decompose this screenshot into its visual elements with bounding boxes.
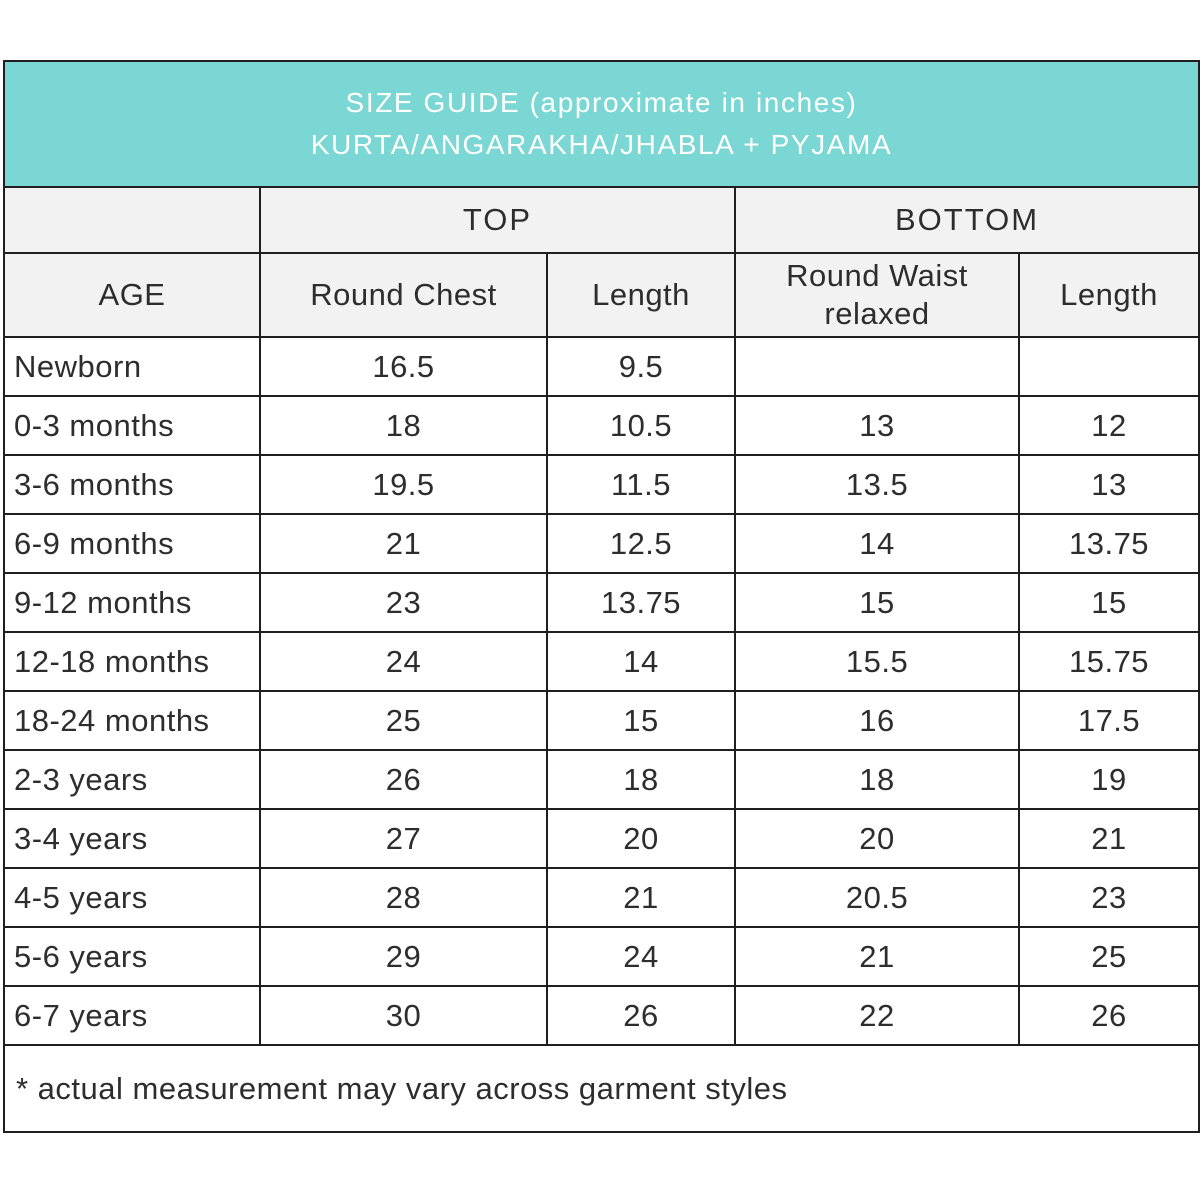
column-header-row: AGE Round Chest Length Round Waist relax… xyxy=(3,252,1200,338)
table-row-0-3-months: 0-3 months 18 10.5 13 12 xyxy=(3,395,1200,456)
bottom-length-cell xyxy=(1018,336,1200,397)
age-cell: 18-24 months xyxy=(3,690,261,751)
size-guide-sheet: SIZE GUIDE (approximate in inches) KURTA… xyxy=(3,60,1200,1133)
round-chest-cell: 27 xyxy=(259,808,548,869)
bottom-length-cell: 13.75 xyxy=(1018,513,1200,574)
column-header-round-chest: Round Chest xyxy=(259,252,548,338)
footnote-text: * actual measurement may vary across gar… xyxy=(3,1044,1200,1133)
group-header-top: TOP xyxy=(258,186,737,254)
bottom-length-cell: 15 xyxy=(1018,572,1200,633)
round-waist-cell: 15.5 xyxy=(734,631,1021,692)
round-waist-cell: 15 xyxy=(734,572,1021,633)
group-header-spacer xyxy=(3,186,261,254)
column-header-age: AGE xyxy=(3,252,261,338)
round-chest-cell: 26 xyxy=(259,749,548,810)
bottom-length-cell: 17.5 xyxy=(1018,690,1200,751)
bottom-length-cell: 19 xyxy=(1018,749,1200,810)
round-waist-cell: 13 xyxy=(734,395,1021,456)
age-cell: 3-4 years xyxy=(3,808,261,869)
age-cell: 5-6 years xyxy=(3,926,261,987)
age-cell: 9-12 months xyxy=(3,572,261,633)
top-length-cell: 9.5 xyxy=(545,336,737,397)
group-header-bottom: BOTTOM xyxy=(734,186,1200,254)
top-length-cell: 12.5 xyxy=(545,513,737,574)
round-waist-cell xyxy=(734,336,1021,397)
table-row-3-4-years: 3-4 years 27 20 20 21 xyxy=(3,808,1200,869)
table-row-12-18-months: 12-18 months 24 14 15.5 15.75 xyxy=(3,631,1200,692)
table-row-18-24-months: 18-24 months 25 15 16 17.5 xyxy=(3,690,1200,751)
age-cell: Newborn xyxy=(3,336,261,397)
table-row-5-6-years: 5-6 years 29 24 21 25 xyxy=(3,926,1200,987)
size-guide-table: TOP BOTTOM AGE Round Chest Length Round … xyxy=(3,186,1200,1133)
group-header-row: TOP BOTTOM xyxy=(3,186,1200,254)
round-chest-cell: 30 xyxy=(259,985,548,1046)
round-chest-cell: 19.5 xyxy=(259,454,548,515)
table-row-6-9-months: 6-9 months 21 12.5 14 13.75 xyxy=(3,513,1200,574)
size-guide-banner: SIZE GUIDE (approximate in inches) KURTA… xyxy=(3,60,1200,186)
round-waist-cell: 22 xyxy=(734,985,1021,1046)
age-cell: 6-7 years xyxy=(3,985,261,1046)
round-waist-cell: 16 xyxy=(734,690,1021,751)
round-chest-cell: 24 xyxy=(259,631,548,692)
top-length-cell: 26 xyxy=(545,985,737,1046)
age-cell: 12-18 months xyxy=(3,631,261,692)
top-length-cell: 24 xyxy=(545,926,737,987)
bottom-length-cell: 15.75 xyxy=(1018,631,1200,692)
round-chest-cell: 23 xyxy=(259,572,548,633)
round-waist-cell: 13.5 xyxy=(734,454,1021,515)
round-chest-cell: 21 xyxy=(259,513,548,574)
bottom-length-cell: 21 xyxy=(1018,808,1200,869)
round-chest-cell: 18 xyxy=(259,395,548,456)
age-cell: 3-6 months xyxy=(3,454,261,515)
age-cell: 2-3 years xyxy=(3,749,261,810)
round-chest-cell: 29 xyxy=(259,926,548,987)
round-waist-cell: 20.5 xyxy=(734,867,1021,928)
bottom-length-cell: 13 xyxy=(1018,454,1200,515)
age-cell: 6-9 months xyxy=(3,513,261,574)
top-length-cell: 13.75 xyxy=(545,572,737,633)
bottom-length-cell: 23 xyxy=(1018,867,1200,928)
round-waist-cell: 14 xyxy=(734,513,1021,574)
table-row-3-6-months: 3-6 months 19.5 11.5 13.5 13 xyxy=(3,454,1200,515)
bottom-length-cell: 25 xyxy=(1018,926,1200,987)
round-chest-cell: 16.5 xyxy=(259,336,548,397)
table-row-2-3-years: 2-3 years 26 18 18 19 xyxy=(3,749,1200,810)
round-waist-cell: 21 xyxy=(734,926,1021,987)
age-cell: 0-3 months xyxy=(3,395,261,456)
top-length-cell: 14 xyxy=(545,631,737,692)
top-length-cell: 11.5 xyxy=(545,454,737,515)
bottom-length-cell: 12 xyxy=(1018,395,1200,456)
table-row-newborn: Newborn 16.5 9.5 xyxy=(3,336,1200,397)
banner-title-line2: KURTA/ANGARAKHA/JHABLA + PYJAMA xyxy=(310,129,893,160)
table-row-9-12-months: 9-12 months 23 13.75 15 15 xyxy=(3,572,1200,633)
table-row-4-5-years: 4-5 years 28 21 20.5 23 xyxy=(3,867,1200,928)
banner-title-line1: SIZE GUIDE (approximate in inches) xyxy=(345,87,858,118)
round-chest-cell: 25 xyxy=(259,690,548,751)
column-header-bottom-length: Length xyxy=(1018,252,1200,338)
round-chest-cell: 28 xyxy=(259,867,548,928)
round-waist-cell: 18 xyxy=(734,749,1021,810)
age-cell: 4-5 years xyxy=(3,867,261,928)
top-length-cell: 10.5 xyxy=(545,395,737,456)
round-waist-label: Round Waist relaxed xyxy=(786,258,968,331)
column-header-top-length: Length xyxy=(545,252,737,338)
footnote-row: * actual measurement may vary across gar… xyxy=(3,1044,1200,1133)
top-length-cell: 20 xyxy=(545,808,737,869)
column-header-round-waist: Round Waist relaxed xyxy=(734,252,1021,338)
table-row-6-7-years: 6-7 years 30 26 22 26 xyxy=(3,985,1200,1046)
top-length-cell: 21 xyxy=(545,867,737,928)
round-waist-cell: 20 xyxy=(734,808,1021,869)
top-length-cell: 18 xyxy=(545,749,737,810)
bottom-length-cell: 26 xyxy=(1018,985,1200,1046)
top-length-cell: 15 xyxy=(545,690,737,751)
